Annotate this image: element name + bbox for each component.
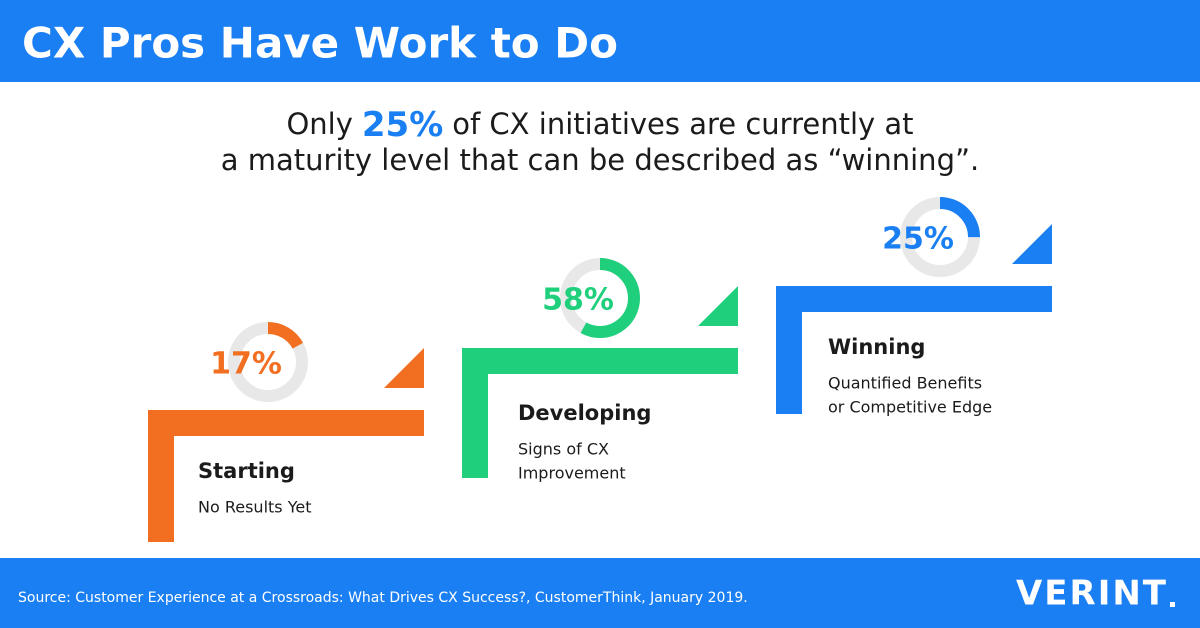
- step-top: [148, 410, 424, 436]
- step-side: [776, 286, 802, 414]
- stage-name: Starting: [198, 459, 295, 483]
- donut-arc: [560, 258, 640, 338]
- donut-arc: [900, 197, 980, 277]
- logo-dot: [1170, 602, 1175, 607]
- step-top: [776, 286, 1052, 312]
- header-band: [0, 0, 1200, 82]
- headline-line1: Only 25% of CX initiatives are currently a…: [286, 105, 913, 145]
- donut-arc: [228, 322, 308, 402]
- headline-text: Only: [286, 107, 352, 141]
- stage-description: Signs of CX: [518, 440, 609, 459]
- logo: VERINT: [1016, 574, 1168, 614]
- step-top: [462, 348, 738, 374]
- stage-description: or Competitive Edge: [828, 398, 992, 417]
- title: CX Pros Have Work to Do: [22, 19, 618, 68]
- footer-band: [0, 558, 1200, 628]
- percent-label: 25%: [882, 222, 954, 257]
- step-triangle: [1012, 224, 1052, 264]
- stage-description: Improvement: [518, 464, 626, 483]
- stage-name: Developing: [518, 401, 651, 425]
- step-side: [462, 348, 488, 478]
- step-side: [148, 410, 174, 542]
- step-triangle: [384, 348, 424, 388]
- stage-description: No Results Yet: [198, 498, 311, 517]
- headline-text: of CX initiatives are currently at: [452, 107, 913, 141]
- headline-line2: a maturity level that can be described a…: [221, 143, 979, 177]
- headline-highlight: 25%: [362, 105, 443, 145]
- percent-label: 58%: [542, 283, 614, 318]
- source: Source: Customer Experience at a Crossro…: [18, 590, 748, 606]
- stage-name: Winning: [828, 335, 925, 359]
- percent-label: 17%: [210, 347, 282, 382]
- stage-description: Quantified Benefits: [828, 374, 982, 393]
- step-triangle: [698, 286, 738, 326]
